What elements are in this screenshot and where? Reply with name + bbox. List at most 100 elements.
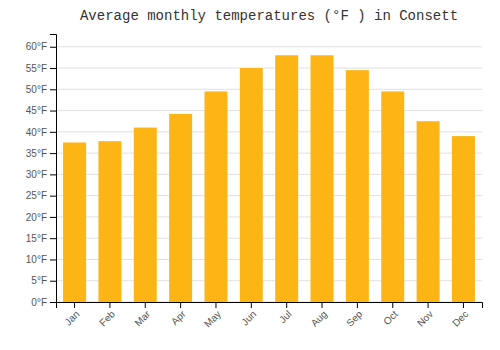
grid-line [56, 68, 482, 69]
bar [417, 121, 440, 302]
y-tick-label: 45°F [26, 105, 47, 116]
y-tick-mark [50, 238, 56, 239]
y-tick-mark [50, 89, 56, 90]
x-tick: Apr [169, 302, 188, 327]
bar [311, 55, 334, 302]
x-tick: Sep [344, 302, 365, 329]
grid-line [56, 89, 482, 90]
y-tick: 5°F [31, 275, 56, 286]
x-tick: Dec [450, 302, 470, 329]
y-tick-mark [50, 153, 56, 154]
bar [63, 142, 86, 302]
y-tick-label: 30°F [26, 169, 47, 180]
x-tick: May [202, 302, 223, 330]
x-tick-mark [74, 302, 75, 308]
bar [452, 136, 475, 302]
y-tick-label: 20°F [26, 212, 47, 223]
x-tick-mark [180, 302, 181, 308]
x-tick-mark [428, 302, 429, 308]
y-tick-mark [50, 47, 56, 48]
grid-line [56, 110, 482, 111]
y-tick-mark [50, 281, 56, 282]
x-tick-mark [463, 302, 464, 308]
x-tick: Aug [309, 302, 329, 329]
grid-line [56, 46, 482, 47]
bar [98, 141, 121, 302]
x-axis-line [57, 303, 483, 309]
y-tick-mark [50, 174, 56, 175]
grid [56, 47, 482, 302]
bar [169, 114, 192, 302]
y-tick-label: 5°F [31, 275, 47, 286]
x-tick-mark [357, 302, 358, 308]
y-axis-line [50, 35, 57, 303]
y-tick: 55°F [26, 63, 56, 74]
y-tick-mark [50, 68, 56, 69]
y-tick: 10°F [26, 254, 56, 265]
x-tick: Nov [415, 302, 435, 329]
x-tick: Jan [62, 302, 81, 328]
bar [134, 128, 157, 302]
x-tick-label: Aug [309, 308, 329, 328]
y-tick-mark [50, 259, 56, 260]
x-tick-label: Oct [381, 308, 400, 327]
y-tick: 25°F [26, 190, 56, 201]
x-tick-mark [322, 302, 323, 308]
x-tick-label: Jan [62, 308, 81, 327]
x-tick: Oct [381, 302, 400, 327]
x-axis: Jan Feb Mar Apr May Jun Jul Aug Sep Oct Nov Dec [57, 302, 483, 330]
y-tick: 15°F [26, 233, 56, 244]
x-tick-mark [109, 302, 110, 308]
x-tick-mark [392, 302, 393, 308]
y-tick-mark [50, 196, 56, 197]
y-tick: 50°F [26, 84, 56, 95]
bar [381, 91, 404, 302]
x-tick-label: Nov [415, 308, 435, 328]
x-tick: Jul [277, 302, 294, 325]
y-tick: 60°F [26, 41, 56, 52]
x-tick-label: Apr [169, 308, 188, 327]
y-tick-label: 35°F [26, 148, 47, 159]
x-tick: Feb [97, 302, 117, 328]
x-tick-mark [286, 302, 287, 308]
plot: 0°F 5°F 10°F 15°F 20°F 25°F 30°F 35°F 40°F 45°F 50… [26, 35, 483, 330]
y-tick: 35°F [26, 148, 56, 159]
x-tick-label: Jun [239, 308, 258, 327]
y-tick: 0°F [31, 297, 56, 308]
y-tick-label: 15°F [26, 233, 47, 244]
x-tick-label: Feb [97, 308, 117, 328]
y-tick-label: 25°F [26, 190, 47, 201]
y-tick: 45°F [26, 105, 56, 116]
title: Average monthly temperatures (°F ) in Co… [80, 8, 458, 24]
y-tick-label: 40°F [26, 127, 47, 138]
y-tick-label: 10°F [26, 254, 47, 265]
x-tick-label: Dec [450, 308, 470, 328]
y-tick-label: 60°F [26, 41, 47, 52]
x-tick: Jun [239, 302, 258, 328]
y-tick-label: 55°F [26, 63, 47, 74]
bars [63, 55, 475, 302]
x-tick-label: Jul [277, 308, 294, 325]
x-tick-label: Sep [344, 308, 365, 329]
bar [346, 70, 369, 302]
y-tick: 40°F [26, 127, 56, 138]
x-tick-mark [215, 302, 216, 308]
x-tick-mark [251, 302, 252, 308]
y-tick: 30°F [26, 169, 56, 180]
x-tick-label: Mar [132, 308, 152, 328]
y-axis: 0°F 5°F 10°F 15°F 20°F 25°F 30°F 35°F 40°F 45°F 50… [26, 35, 57, 308]
bar [275, 55, 298, 302]
y-tick-label: 50°F [26, 84, 47, 95]
y-tick-mark [50, 217, 56, 218]
bar [204, 91, 227, 302]
y-tick-mark [50, 111, 56, 112]
y-tick: 20°F [26, 212, 56, 223]
x-tick: Mar [132, 302, 152, 328]
x-tick-label: May [202, 308, 223, 329]
y-tick-label: 0°F [31, 297, 47, 308]
bar [240, 68, 263, 302]
chart: 0°F 5°F 10°F 15°F 20°F 25°F 30°F 35°F 40°F 45°F 50… [0, 0, 500, 350]
x-tick-mark [145, 302, 146, 308]
y-tick-mark [50, 132, 56, 133]
y-tick-mark [50, 302, 56, 303]
